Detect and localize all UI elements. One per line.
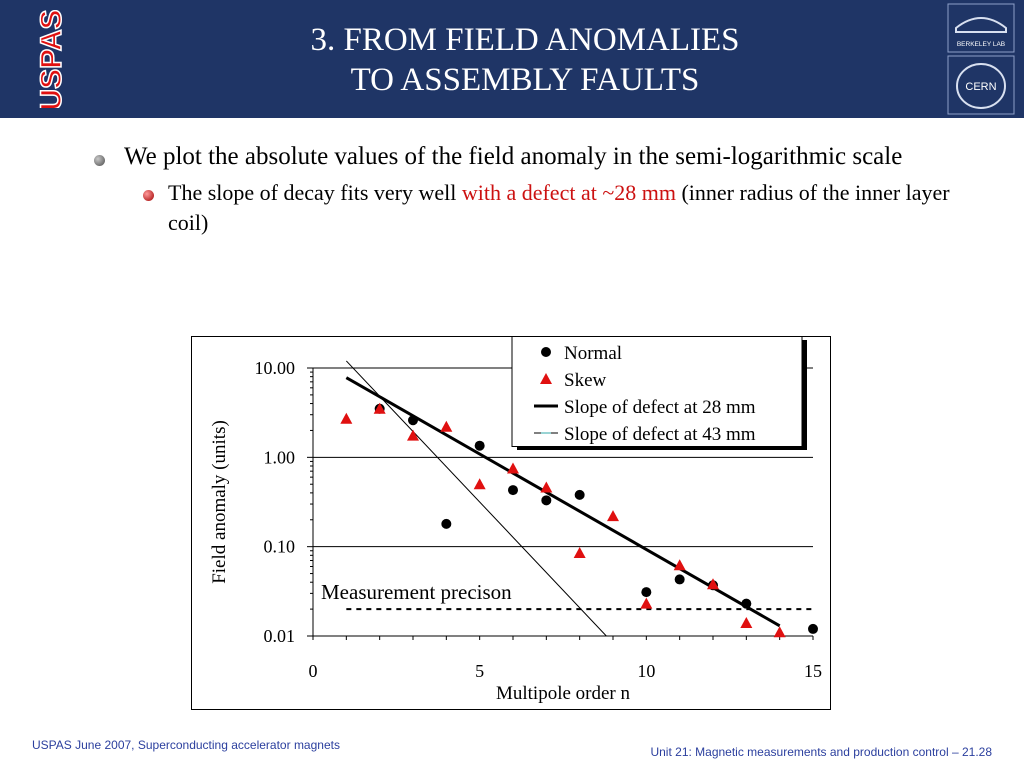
x-tick-label: 10: [637, 661, 655, 681]
legend-label-normal: Normal: [564, 343, 622, 364]
normal-point: [808, 623, 818, 634]
normal-point: [508, 485, 518, 496]
skew-point: [473, 478, 486, 490]
footer-unit: Unit 21: Magnetic measurements and produ…: [650, 745, 992, 759]
skew-point: [340, 412, 353, 424]
skew-point: [673, 559, 686, 571]
skew-point: [407, 429, 419, 441]
slide-header: [0, 0, 1024, 118]
y-tick-label: 1.00: [264, 447, 296, 467]
field-anomaly-chart: 0.01 0.10 1.00 10.00 0 5 10 15 Field anomaly (u…: [191, 336, 831, 710]
legend-marker-skew: [540, 373, 552, 384]
legend-box: [511, 336, 803, 447]
partner-logos: BERKELEY LAB CERN: [947, 3, 1015, 115]
normal-point: [408, 415, 418, 426]
skew-point: [773, 626, 786, 638]
footer-course: USPAS June 2007, Superconducting acceler…: [32, 738, 340, 752]
x-tick-label: 5: [475, 661, 484, 681]
skew-point: [740, 616, 753, 628]
berkeley-lab-text: BERKELEY LAB: [957, 41, 1005, 48]
legend-label-skew: Skew: [564, 370, 607, 391]
berkeley-lab-logo-box: [947, 3, 1015, 53]
normal-point: [574, 489, 585, 500]
x-tick-label: 15: [804, 661, 822, 681]
skew-point: [440, 420, 453, 432]
page-title: 3. FROM FIELD ANOMALIES TO ASSEMBLY FAUL…: [110, 20, 940, 100]
legend-marker-normal: [541, 347, 551, 357]
chart-legend: Normal Skew Slope of defect at 28 mm Slo…: [511, 336, 807, 450]
uspas-logo: USPAS: [34, 10, 69, 108]
y-axis-label: Field anomaly (units): [209, 420, 230, 584]
page-title-line1: 3. FROM FIELD ANOMALIES: [310, 22, 740, 58]
normal-point: [641, 587, 652, 598]
normal-point: [674, 574, 685, 585]
y-tick-label: 10.00: [255, 358, 296, 378]
berkeley-lab-icon: [955, 17, 1007, 33]
bullet-dot-icon: [94, 155, 105, 166]
y-tick-label: 0.01: [264, 626, 296, 646]
normal-point: [741, 598, 752, 609]
bullet-text-2-highlight: with a defect at ~28 mm: [461, 180, 676, 205]
precision-annotation: Measurement precison: [321, 580, 512, 604]
page-title-line2: TO ASSEMBLY FAULTS: [350, 62, 700, 98]
normal-point: [474, 440, 485, 451]
slope-line-3: [345, 360, 607, 637]
skew-point: [373, 402, 386, 414]
bullet-item-2: The slope of decay fits very well with a…: [92, 178, 992, 238]
x-axis-label: Multipole order n: [496, 683, 631, 704]
legend-label-43mm: Slope of defect at 43 mm: [564, 424, 756, 445]
y-tick-label: 0.10: [264, 537, 296, 557]
x-tick-label: 0: [309, 661, 318, 681]
skew-point: [540, 481, 553, 493]
uspas-logo-text: USPAS: [35, 10, 68, 108]
cern-logo-box: [947, 55, 1015, 115]
normal-point: [541, 495, 552, 506]
slope-line-2: [345, 376, 781, 628]
skew-point: [573, 546, 586, 558]
skew-point: [507, 462, 519, 474]
skew-point: [607, 510, 619, 522]
bullet-text-2-pre: The slope of decay fits very well: [168, 180, 462, 205]
cern-logo-text: CERN: [965, 81, 996, 93]
bullet-list: We plot the absolute values of the field…: [92, 140, 992, 238]
normal-point: [441, 518, 452, 529]
skew-point: [640, 597, 653, 609]
legend-label-28mm: Slope of defect at 28 mm: [564, 397, 756, 418]
sub-bullet-dot-icon: [143, 190, 154, 201]
cern-logo-ring: [956, 63, 1006, 109]
skew-point: [707, 578, 719, 590]
bullet-text-2-post: (inner radius of the inner layer coil): [168, 180, 950, 235]
bullet-text-1: We plot the absolute values of the field…: [124, 143, 903, 170]
bullet-item-1: We plot the absolute values of the field…: [92, 140, 992, 174]
